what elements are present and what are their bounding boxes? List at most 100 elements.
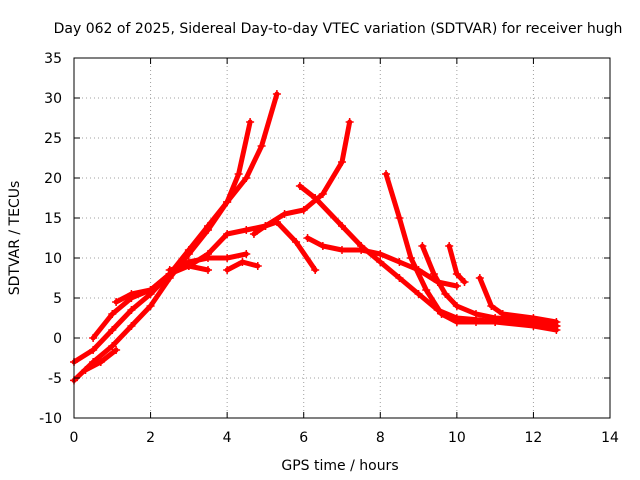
point-marker-track-8-5 bbox=[338, 158, 346, 166]
point-marker-track-2-10 bbox=[272, 90, 281, 98]
point-marker-track-2-1 bbox=[108, 310, 117, 318]
point-marker-track-11-2 bbox=[406, 254, 415, 262]
point-marker-track-10-0 bbox=[303, 234, 312, 242]
series-track-13 bbox=[445, 242, 469, 286]
point-marker-track-13-0 bbox=[445, 242, 454, 250]
y-tick-label-0: -10 bbox=[39, 411, 62, 427]
point-marker-track-7-1 bbox=[96, 358, 105, 366]
point-marker-track-10-4 bbox=[376, 250, 385, 258]
point-marker-track-13-1 bbox=[452, 270, 461, 278]
point-marker-track-12-4 bbox=[472, 310, 480, 318]
series-track-10 bbox=[303, 234, 461, 290]
x-tick-label-7: 14 bbox=[601, 430, 619, 446]
y-tick-label-7: 25 bbox=[44, 131, 62, 147]
point-marker-track-7-0 bbox=[81, 366, 90, 374]
x-tick-label-1: 2 bbox=[146, 430, 155, 446]
point-marker-track-7-2 bbox=[112, 346, 121, 354]
x-tick-label-5: 10 bbox=[448, 430, 466, 446]
grid bbox=[74, 58, 610, 418]
point-marker-track-4-1 bbox=[127, 290, 136, 298]
series-line-track-11 bbox=[383, 171, 559, 329]
point-marker-track-3-2 bbox=[108, 326, 117, 334]
point-marker-track-14-2 bbox=[498, 310, 507, 318]
point-marker-track-2-5 bbox=[184, 246, 193, 254]
point-marker-track-11-6 bbox=[472, 318, 480, 326]
point-marker-track-1-10 bbox=[246, 118, 255, 126]
point-marker-track-9-2 bbox=[338, 222, 346, 230]
point-marker-track-8-1 bbox=[261, 222, 270, 230]
point-marker-track-8-6 bbox=[345, 118, 354, 126]
point-marker-track-11-5 bbox=[452, 318, 461, 326]
point-marker-track-14-0 bbox=[475, 274, 484, 282]
series-track-5 bbox=[165, 262, 212, 274]
point-marker-track-3-8 bbox=[223, 230, 232, 238]
point-marker-track-6-1 bbox=[238, 258, 247, 266]
point-marker-track-9-6 bbox=[414, 290, 423, 298]
point-marker-track-8-0 bbox=[249, 230, 258, 238]
point-marker-track-11-3 bbox=[422, 286, 431, 294]
point-marker-track-11-1 bbox=[395, 214, 404, 222]
series-track-11 bbox=[382, 170, 561, 330]
point-marker-track-5-2 bbox=[204, 266, 212, 274]
point-marker-track-4-6 bbox=[223, 254, 232, 262]
point-marker-track-13-2 bbox=[460, 278, 469, 286]
point-marker-track-1-4 bbox=[146, 302, 155, 310]
axis-ticks: 0 2 4 6 8 10 12 14 -10 -5 0 5 10 15 20 25 30 35 bbox=[39, 51, 619, 446]
point-marker-track-10-3 bbox=[357, 246, 366, 254]
point-marker-track-2-9 bbox=[257, 142, 266, 150]
data-traces bbox=[70, 90, 561, 385]
point-marker-track-12-1 bbox=[429, 270, 438, 278]
series-track-7 bbox=[81, 346, 121, 374]
y-tick-label-1: -5 bbox=[48, 371, 62, 387]
point-marker-track-14-3 bbox=[529, 314, 538, 322]
point-marker-track-8-4 bbox=[318, 190, 327, 198]
point-marker-track-2-6 bbox=[204, 222, 212, 230]
point-marker-track-2-0 bbox=[89, 334, 98, 342]
y-tick-label-9: 35 bbox=[44, 51, 62, 67]
series-track-14 bbox=[475, 274, 561, 326]
point-marker-track-1-9 bbox=[234, 170, 243, 178]
point-marker-track-4-2 bbox=[146, 286, 155, 294]
point-marker-track-3-3 bbox=[127, 306, 136, 314]
point-marker-track-12-5 bbox=[491, 314, 500, 322]
point-marker-track-6-0 bbox=[223, 266, 232, 274]
point-marker-track-6-2 bbox=[253, 262, 262, 270]
point-marker-track-2-7 bbox=[223, 198, 232, 206]
point-marker-track-3-1 bbox=[89, 346, 98, 354]
point-marker-track-8-3 bbox=[299, 206, 308, 214]
x-tick-label-2: 4 bbox=[223, 430, 232, 446]
y-tick-label-6: 20 bbox=[44, 171, 62, 187]
x-tick-label-4: 8 bbox=[376, 430, 385, 446]
series-track-6 bbox=[223, 258, 262, 274]
y-tick-label-3: 5 bbox=[53, 291, 62, 307]
point-marker-track-14-1 bbox=[487, 302, 496, 310]
point-marker-track-10-1 bbox=[318, 242, 327, 250]
y-axis-label: SDTVAR / TECUs bbox=[7, 181, 23, 296]
point-marker-track-9-5 bbox=[395, 274, 404, 282]
point-marker-track-8-2 bbox=[280, 210, 289, 218]
point-marker-track-9-0 bbox=[295, 182, 304, 190]
point-marker-track-12-2 bbox=[441, 290, 450, 298]
series-track-8 bbox=[249, 118, 354, 238]
x-axis-label: GPS time / hours bbox=[281, 458, 398, 474]
x-tick-label-3: 6 bbox=[299, 430, 308, 446]
point-marker-track-1-3 bbox=[127, 322, 136, 330]
point-marker-track-10-5 bbox=[395, 258, 404, 266]
point-marker-track-3-13 bbox=[311, 266, 320, 274]
point-marker-track-4-5 bbox=[204, 254, 212, 262]
y-tick-label-5: 15 bbox=[44, 211, 62, 227]
chart-title: Day 062 of 2025, Sidereal Day-to-day VTE… bbox=[54, 21, 623, 37]
x-tick-label-6: 12 bbox=[525, 430, 543, 446]
point-marker-track-3-12 bbox=[292, 238, 301, 246]
point-marker-track-12-3 bbox=[452, 302, 461, 310]
point-marker-track-5-1 bbox=[184, 262, 193, 270]
x-tick-label-0: 0 bbox=[70, 430, 79, 446]
point-marker-track-9-4 bbox=[376, 258, 385, 266]
point-marker-track-3-9 bbox=[242, 226, 251, 234]
point-marker-track-10-8 bbox=[452, 282, 461, 290]
point-marker-track-5-0 bbox=[165, 266, 174, 274]
point-marker-track-2-8 bbox=[242, 174, 251, 182]
point-marker-track-4-7 bbox=[242, 250, 251, 258]
